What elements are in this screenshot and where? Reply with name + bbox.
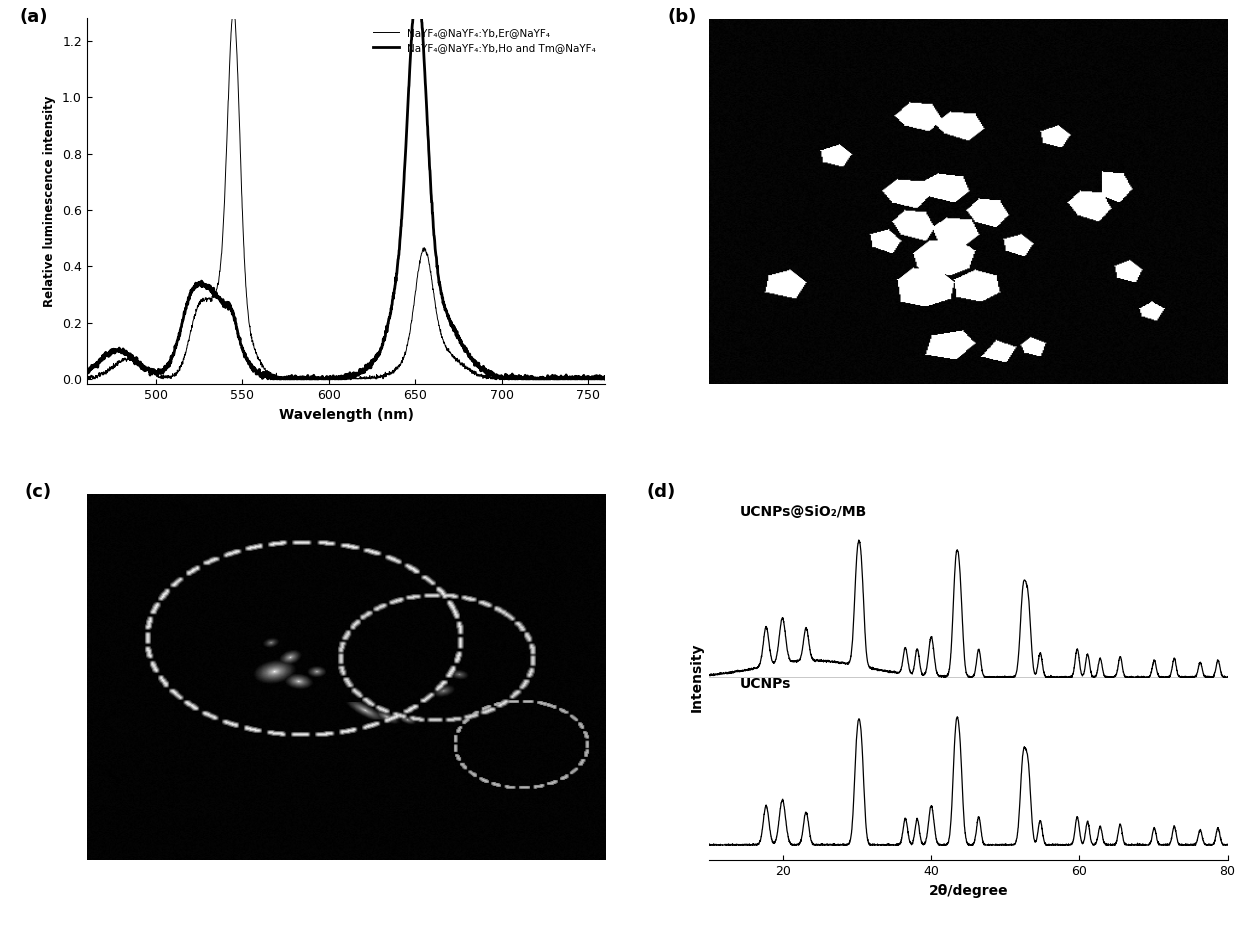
Line: NaYF₄@NaYF₄:Yb,Er@NaYF₄: NaYF₄@NaYF₄:Yb,Er@NaYF₄ <box>87 9 605 379</box>
Y-axis label: Relative luminescence intensity: Relative luminescence intensity <box>43 96 56 307</box>
X-axis label: 2θ/degree: 2θ/degree <box>929 883 1008 897</box>
Y-axis label: Intensity: Intensity <box>689 643 703 712</box>
NaYF₄@NaYF₄:Yb,Ho and Tm@NaYF₄ <box>489 370 503 381</box>
Text: (b): (b) <box>667 7 697 26</box>
Line: NaYF₄@NaYF₄:Yb,Ho and Tm@NaYF₄: NaYF₄@NaYF₄:Yb,Ho and Tm@NaYF₄ <box>87 0 605 379</box>
NaYF₄@NaYF₄:Yb,Er@NaYF₄ <box>317 373 332 384</box>
NaYF₄@NaYF₄:Yb,Er@NaYF₄ <box>583 373 598 384</box>
Text: (a): (a) <box>20 7 48 26</box>
NaYF₄@NaYF₄:Yb,Ho and Tm@NaYF₄ <box>332 372 347 383</box>
NaYF₄@NaYF₄:Yb,Ho and Tm@NaYF₄ <box>583 374 598 385</box>
Text: (c): (c) <box>25 483 52 501</box>
NaYF₄@NaYF₄:Yb,Er@NaYF₄ <box>487 374 502 385</box>
NaYF₄@NaYF₄:Yb,Er@NaYF₄ <box>332 374 347 385</box>
NaYF₄@NaYF₄:Yb,Ho and Tm@NaYF₄ <box>583 374 598 385</box>
NaYF₄@NaYF₄:Yb,Ho and Tm@NaYF₄ <box>598 374 613 385</box>
NaYF₄@NaYF₄:Yb,Ho and Tm@NaYF₄ <box>317 373 332 384</box>
NaYF₄@NaYF₄:Yb,Ho and Tm@NaYF₄ <box>105 347 120 358</box>
X-axis label: Wavelength (nm): Wavelength (nm) <box>279 408 414 422</box>
Text: (d): (d) <box>647 483 676 501</box>
NaYF₄@NaYF₄:Yb,Er@NaYF₄ <box>105 360 120 371</box>
Text: UCNPs: UCNPs <box>740 677 791 691</box>
NaYF₄@NaYF₄:Yb,Er@NaYF₄ <box>583 374 598 385</box>
NaYF₄@NaYF₄:Yb,Er@NaYF₄ <box>598 374 613 385</box>
NaYF₄@NaYF₄:Yb,Er@NaYF₄ <box>79 374 94 385</box>
NaYF₄@NaYF₄:Yb,Er@NaYF₄ <box>226 4 241 15</box>
NaYF₄@NaYF₄:Yb,Ho and Tm@NaYF₄ <box>79 368 94 379</box>
NaYF₄@NaYF₄:Yb,Ho and Tm@NaYF₄ <box>260 374 275 385</box>
Legend: NaYF₄@NaYF₄:Yb,Er@NaYF₄, NaYF₄@NaYF₄:Yb,Ho and Tm@NaYF₄: NaYF₄@NaYF₄:Yb,Er@NaYF₄, NaYF₄@NaYF₄:Yb,… <box>368 24 600 57</box>
Text: UCNPs@SiO₂/MB: UCNPs@SiO₂/MB <box>740 505 868 519</box>
